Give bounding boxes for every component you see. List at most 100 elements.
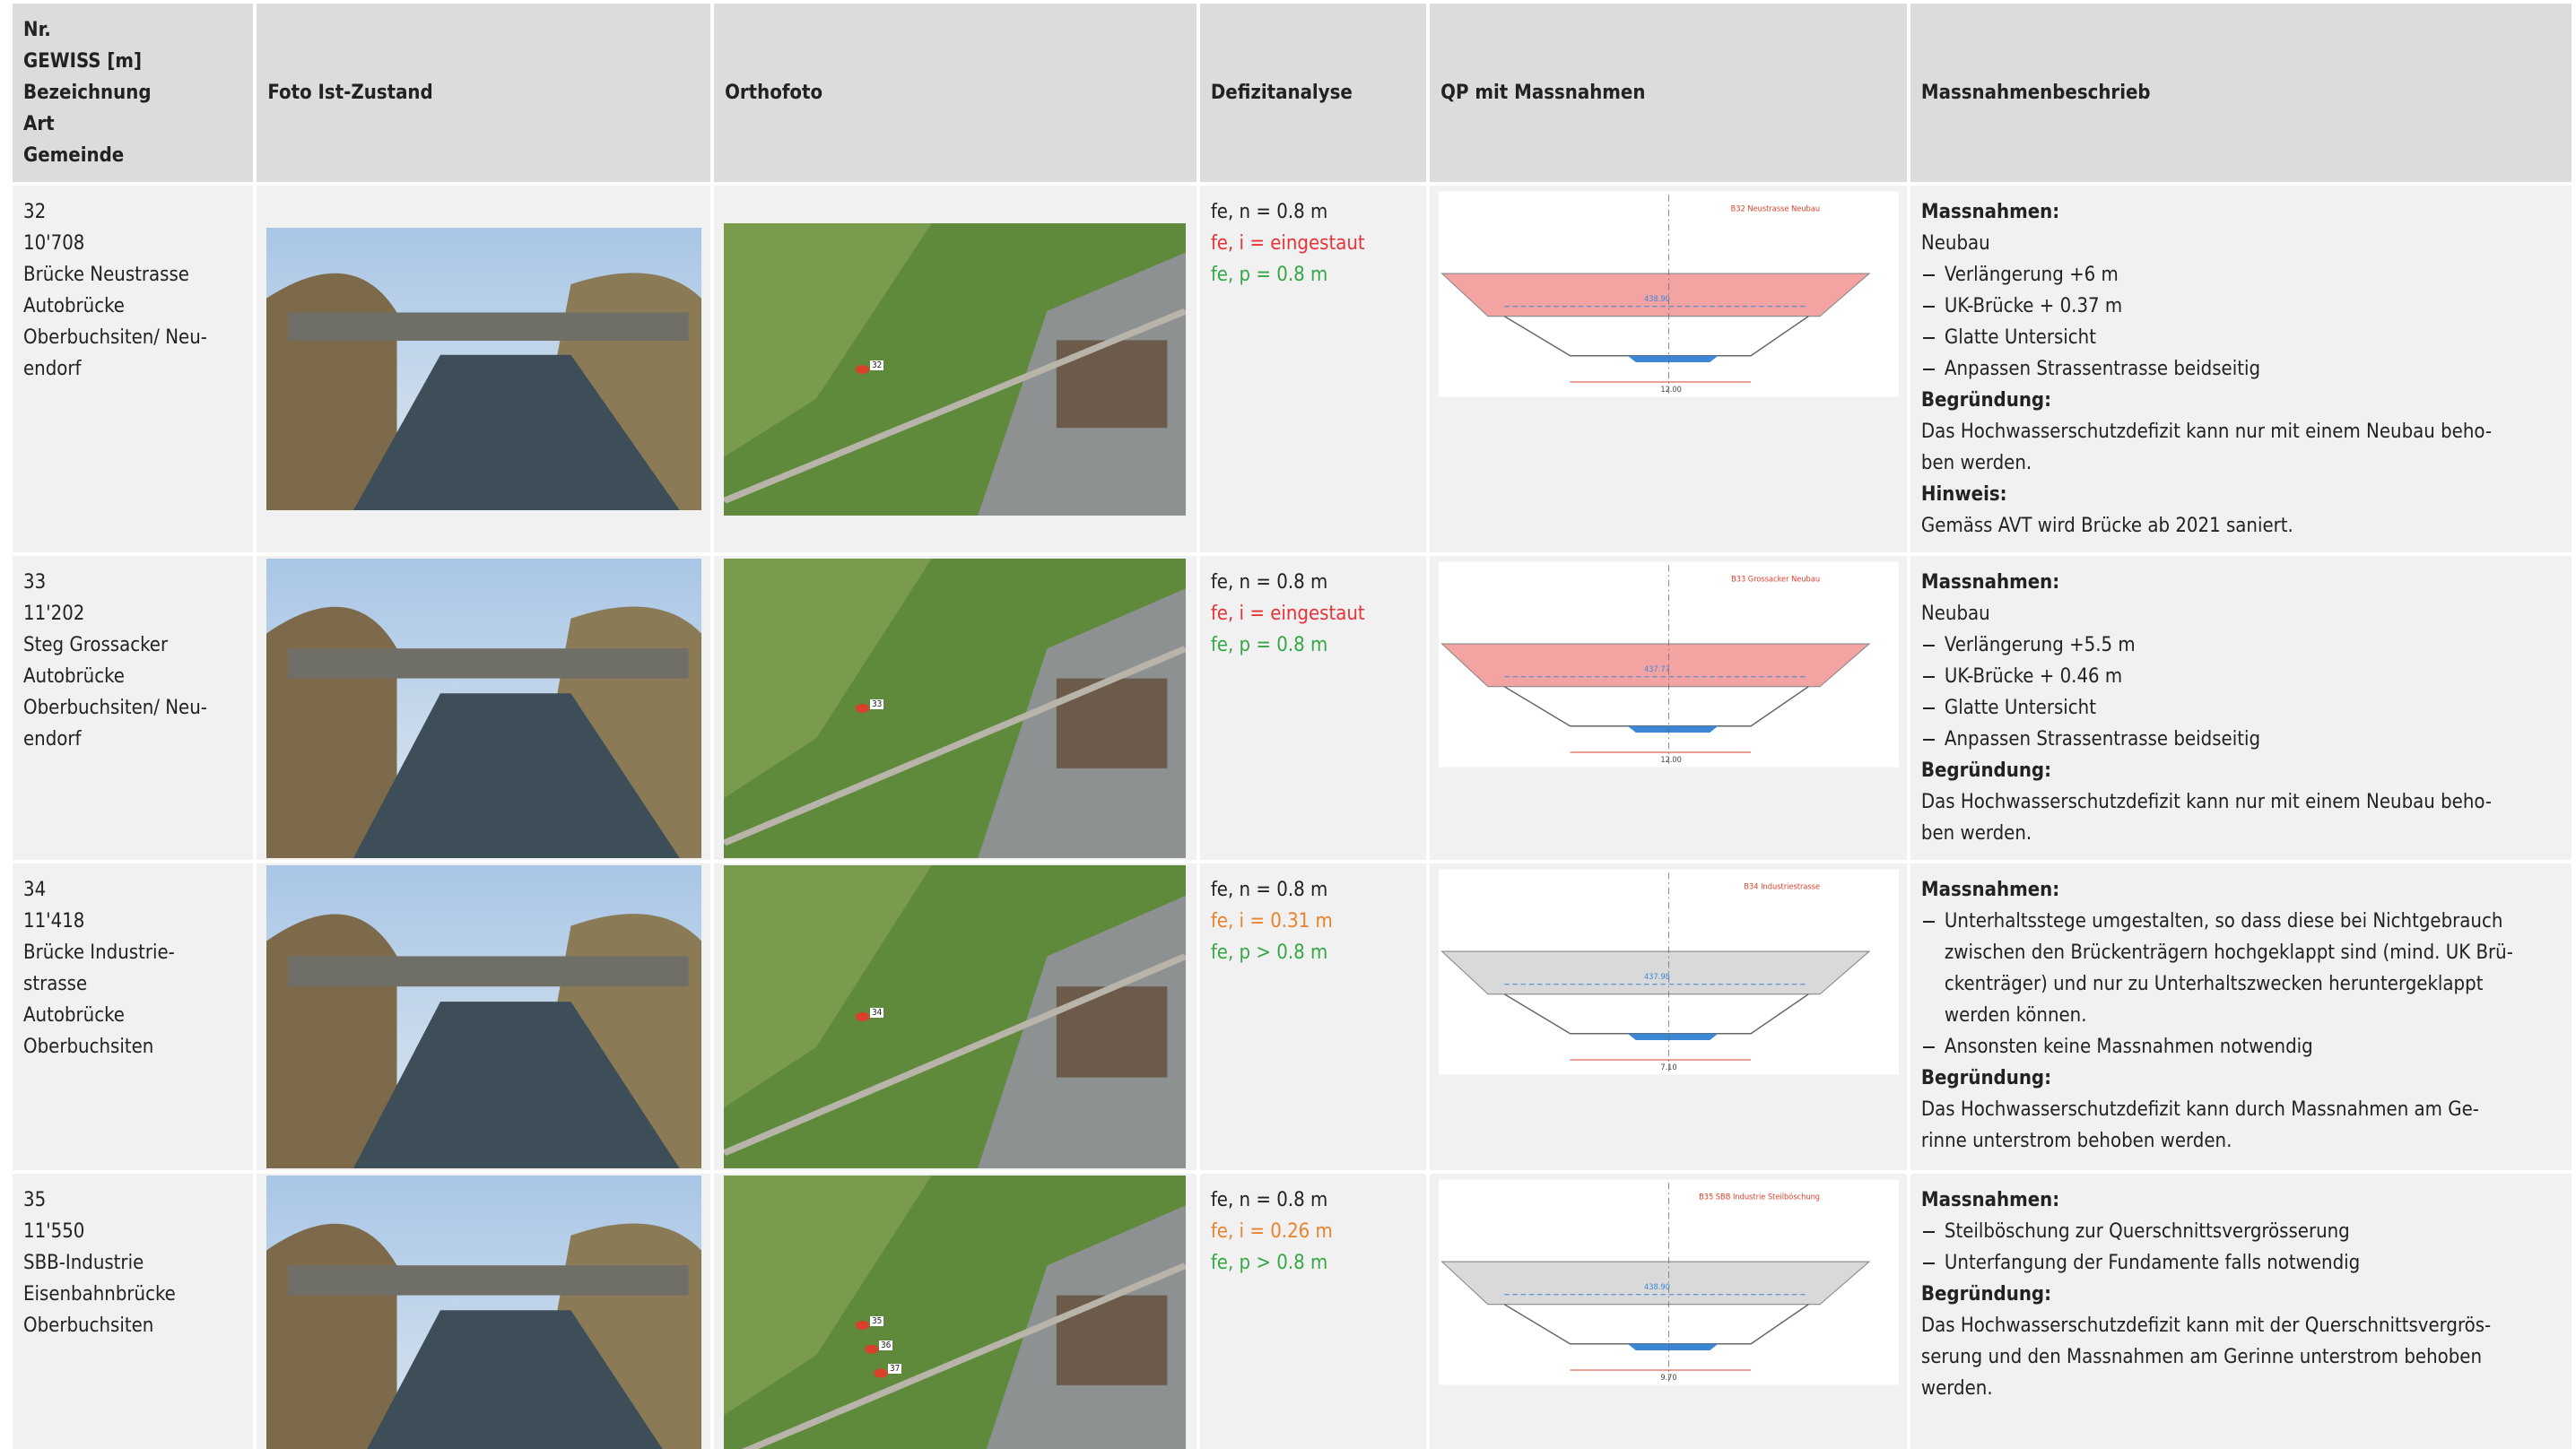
header-text: Foto Ist-Zustand xyxy=(267,82,433,104)
defizit-text: fe, i = 0.26 m xyxy=(1210,1220,1333,1243)
bridge xyxy=(287,1265,689,1296)
defizit-cell: fe, n = 0.8 m fe, i = 0.31 m fe, p > 0.8 m xyxy=(1199,863,1427,1170)
ortho-wrap: 35 36 37 xyxy=(724,1176,1187,1449)
id-text: 10'708 xyxy=(23,232,85,255)
road xyxy=(724,645,1187,846)
ortho-wrap: 33 xyxy=(724,558,1187,858)
water xyxy=(352,692,680,858)
defizit-text: fe, n = 0.8 m xyxy=(1210,571,1328,594)
measure-text: Begründung: xyxy=(1920,759,2051,782)
trees xyxy=(265,1223,397,1449)
measure-bullet: Anpassen Strassentrasse beidseitig xyxy=(1921,353,2561,385)
table-body: 32 10'708 Brücke Neustrasse Autobrücke Oberb… xyxy=(13,186,2572,1449)
id-text: Brücke Industrie- xyxy=(23,941,175,964)
qp-title: B33 Grossacker Neubau xyxy=(1731,574,1820,584)
field-2 xyxy=(724,222,933,457)
measure-text: UK-Brücke + 0.37 m xyxy=(1944,295,2123,317)
header-cell: QP mit Massnahmen xyxy=(1430,4,1907,182)
header-text: Massnahmenbeschrieb xyxy=(1920,82,2151,104)
header-text: Nr. xyxy=(23,19,51,41)
field-2 xyxy=(724,865,933,1108)
qp-level: 437.77 xyxy=(1644,664,1670,674)
header-text: Orthofoto xyxy=(725,82,823,104)
qp-cell: B35 SBB Industrie Steilböschung 438.90 9.7… xyxy=(1430,1174,1907,1449)
measure-bullet: Ansonsten keine Massnahmen notwendig xyxy=(1921,1031,2561,1063)
id-text: 33 xyxy=(23,571,47,594)
bullet-dash xyxy=(1922,274,1935,276)
measure-text: Begründung: xyxy=(1920,1067,2051,1089)
header-row: Nr. GEWISS [m] Bezeichnung Art Gemeinde Foto … xyxy=(13,4,2572,182)
bullet-dash xyxy=(1922,1262,1935,1264)
measure-heading: Begründung: xyxy=(1921,1279,2561,1310)
bullet-dash xyxy=(1922,337,1935,339)
measure-bullet: Glatte Untersicht xyxy=(1921,692,2561,724)
measure-text: ckenträger) und nur zu Unterhaltszwecken… xyxy=(1944,973,2484,995)
header-text: Art xyxy=(23,113,55,135)
defizit-cell: fe, n = 0.8 m fe, i = eingestaut fe, p = 0… xyxy=(1199,186,1427,552)
id-cell: 33 11'202 Steg Grossacker Autobrücke Oberbuc… xyxy=(13,556,254,860)
bullet-dash xyxy=(1922,645,1935,646)
measure-table: Nr. GEWISS [m] Bezeichnung Art Gemeinde Foto … xyxy=(9,0,2575,1449)
roof xyxy=(1057,1295,1168,1385)
measure-text: werden. xyxy=(1920,1377,1993,1400)
id-text: 11'550 xyxy=(23,1220,85,1243)
ortho-cell: 33 xyxy=(714,556,1197,860)
cross-section: B32 Neustrasse Neubau 438.90 12.00 xyxy=(1438,191,1899,397)
id-text: Oberbuchsiten/ Neu- xyxy=(23,326,207,349)
header-cell: Foto Ist-Zustand xyxy=(257,4,711,182)
orthophoto-placeholder xyxy=(724,1176,1187,1449)
measure-bullet: Glatte Untersicht xyxy=(1921,322,2561,353)
qp-width: 12.00 xyxy=(1660,385,1682,395)
measure-bullet: UK-Brücke + 0.37 m xyxy=(1921,291,2561,322)
water xyxy=(1627,725,1719,733)
measure-heading: Massnahmen: xyxy=(1921,874,2561,906)
bullet-dash xyxy=(1922,921,1935,923)
qp-title: B34 Industriestrasse xyxy=(1744,881,1820,891)
measure-text: Das Hochwasserschutzdefizit kann nur mit… xyxy=(1921,416,2561,479)
photo-cell xyxy=(257,1174,711,1449)
measure-text: Verlängerung +5.5 m xyxy=(1944,634,2136,656)
defizit-text: fe, i = 0.31 m xyxy=(1210,910,1333,933)
header-cell: Massnahmenbeschrieb xyxy=(1910,4,2572,182)
measure-text: Neubau xyxy=(1921,598,2561,629)
header-text: Gemeinde xyxy=(23,144,125,167)
ortho-wrap: 34 xyxy=(724,865,1187,1168)
measure-text: serung und den Massnahmen am Gerinne unt… xyxy=(1920,1346,2483,1368)
measure-text: Neubau xyxy=(1920,603,1990,625)
bullet-dash xyxy=(1922,676,1935,678)
qp-title: B35 SBB Industrie Steilböschung xyxy=(1699,1192,1820,1202)
measure-heading: Begründung: xyxy=(1921,755,2561,786)
measure-text: Anpassen Strassentrasse beidseitig xyxy=(1944,728,2261,751)
measure-bullet: UK-Brücke + 0.46 m xyxy=(1921,661,2561,692)
table-row: 35 11'550 SBB-Industrie Eisenbahnbrücke Ober… xyxy=(13,1174,2572,1449)
id-text: 35 xyxy=(23,1189,47,1211)
id-cell: 34 11'418 Brücke Industrie-strasse Autobrüc… xyxy=(13,863,254,1170)
measure-text: Das Hochwasserschutzdefizit kann durch M… xyxy=(1920,1098,2479,1121)
photo-cell xyxy=(257,863,711,1170)
channel xyxy=(1503,1304,1809,1345)
photo-placeholder xyxy=(265,558,701,858)
road xyxy=(742,1262,1187,1449)
measure-text: Neubau xyxy=(1920,232,1990,255)
field-2 xyxy=(724,1176,933,1416)
measure-text: Anpassen Strassentrasse beidseitig xyxy=(1944,358,2261,380)
measure-bullet: Unterhaltsstege umgestalten, so dass die… xyxy=(1921,906,2561,1031)
id-text: 34 xyxy=(23,879,47,901)
measure-text: Massnahmen: xyxy=(1920,201,2060,223)
defizit-text: fe, n = 0.8 m xyxy=(1210,879,1328,901)
measure-heading: Massnahmen: xyxy=(1921,567,2561,598)
ortho-cell: 32 xyxy=(714,186,1197,552)
field-2 xyxy=(724,558,933,798)
marker xyxy=(856,1011,870,1022)
measure-heading: Hinweis: xyxy=(1921,479,2561,510)
id-text: Autobrücke xyxy=(23,295,125,317)
roof xyxy=(1057,339,1168,428)
header-text: GEWISS [m] xyxy=(23,50,143,73)
bullet-dash xyxy=(1922,1231,1935,1233)
table-row: 33 11'202 Steg Grossacker Autobrücke Oberbuc… xyxy=(13,556,2572,860)
water xyxy=(352,354,680,510)
measure-text: Glatte Untersicht xyxy=(1944,697,2096,719)
marker xyxy=(865,1344,879,1354)
orthophoto-placeholder xyxy=(724,222,1187,516)
water xyxy=(1627,1033,1719,1041)
